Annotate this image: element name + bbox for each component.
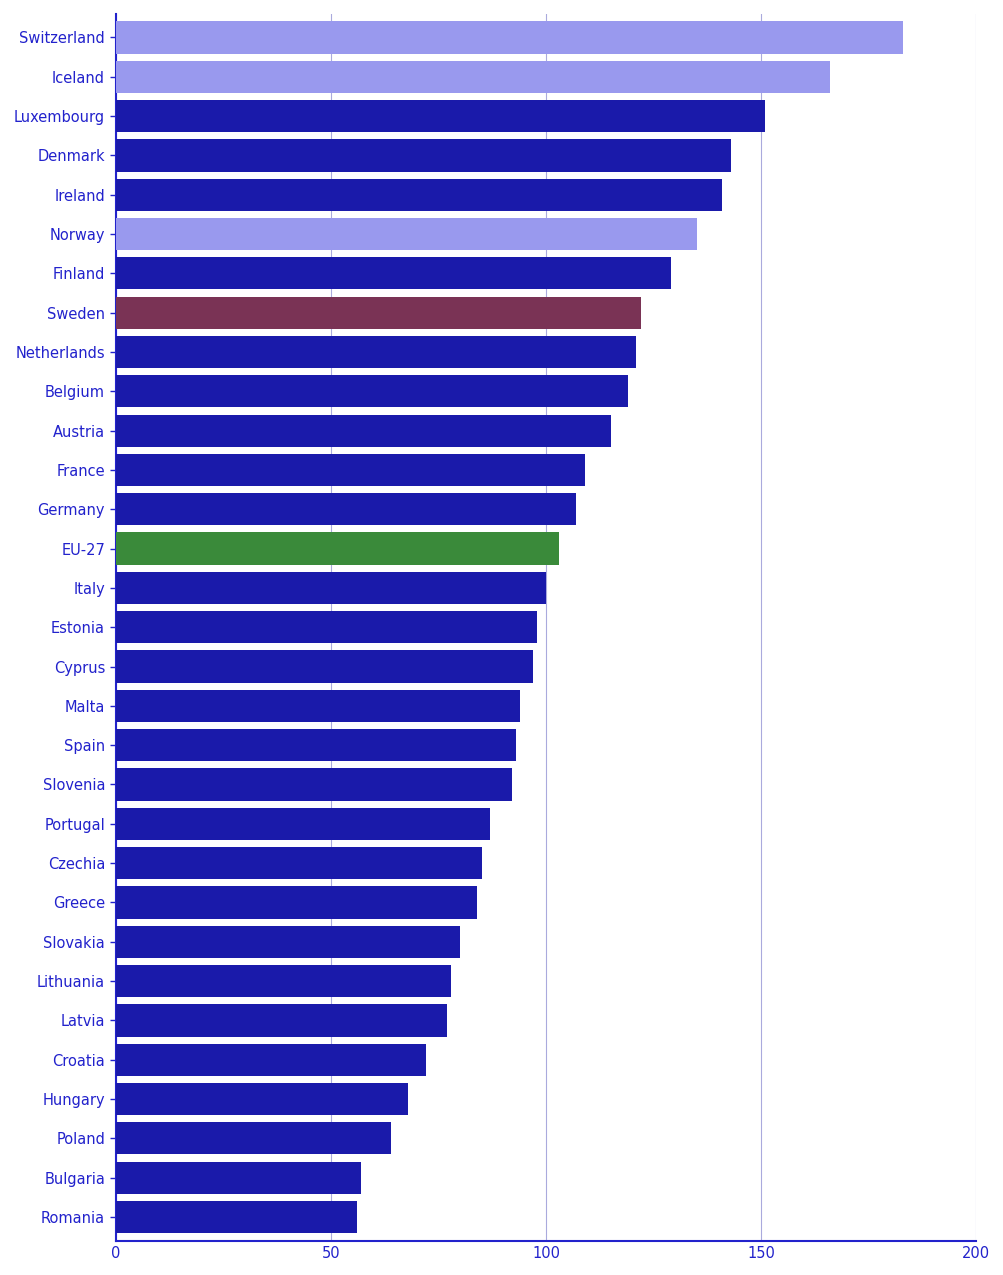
Bar: [116, 533, 559, 565]
Bar: [116, 335, 636, 368]
Bar: [116, 61, 829, 93]
Bar: [116, 258, 670, 289]
Bar: [116, 139, 730, 172]
Bar: [116, 1162, 361, 1193]
Bar: [116, 807, 489, 840]
Bar: [116, 650, 533, 682]
Bar: [116, 729, 516, 761]
Bar: [116, 847, 481, 880]
Bar: [116, 611, 537, 644]
Bar: [116, 1043, 425, 1076]
Bar: [116, 1201, 356, 1233]
Bar: [116, 454, 584, 486]
Bar: [116, 926, 459, 958]
Bar: [116, 1005, 446, 1037]
Bar: [116, 571, 546, 604]
Bar: [116, 218, 696, 250]
Bar: [116, 769, 512, 801]
Bar: [116, 179, 721, 210]
Bar: [116, 493, 576, 525]
Bar: [116, 965, 451, 997]
Bar: [116, 375, 627, 408]
Bar: [116, 297, 640, 329]
Bar: [116, 1122, 391, 1154]
Bar: [116, 886, 476, 918]
Bar: [116, 690, 520, 722]
Bar: [116, 99, 764, 133]
Bar: [116, 414, 610, 446]
Bar: [116, 22, 902, 54]
Bar: [116, 1082, 408, 1116]
